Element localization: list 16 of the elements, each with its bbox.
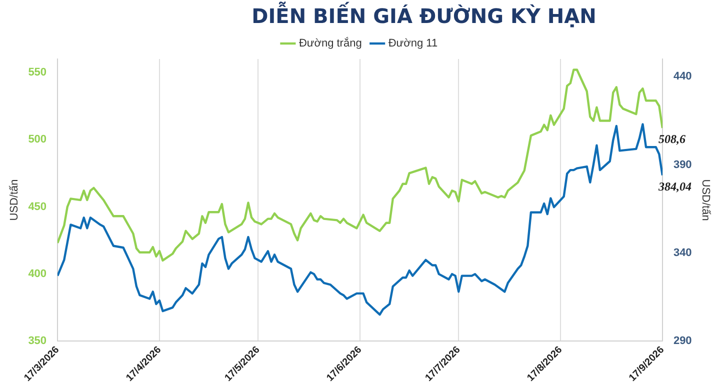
y2-tick-label: 390 xyxy=(673,158,692,171)
y2-axis-title: USD/tấn xyxy=(699,179,712,221)
y2-tick-label: 340 xyxy=(673,246,692,259)
y-tick-label: 450 xyxy=(28,200,47,213)
y-tick-label: 400 xyxy=(28,268,47,280)
y-axis-title: USD/tấn xyxy=(8,179,21,221)
y2-tick-label: 290 xyxy=(673,335,692,348)
legend-label: Đường 11 xyxy=(388,38,438,50)
y-tick-label: 550 xyxy=(28,66,47,78)
y2-tick-label: 440 xyxy=(673,70,692,83)
legend-label: Đường trắng xyxy=(298,36,362,50)
y-tick-label: 350 xyxy=(28,335,47,348)
data-label: 384,04 xyxy=(657,179,692,194)
data-label: 508,6 xyxy=(658,132,686,146)
y-tick-label: 500 xyxy=(28,134,47,146)
chart-title: DIỄN BIẾN GIÁ ĐƯỜNG KỲ HẠN xyxy=(250,4,598,28)
